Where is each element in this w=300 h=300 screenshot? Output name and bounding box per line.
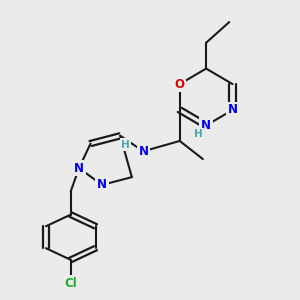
Text: N: N xyxy=(138,145,148,158)
Text: N: N xyxy=(74,162,84,175)
Text: Cl: Cl xyxy=(64,277,77,290)
Text: N: N xyxy=(228,103,238,116)
Text: O: O xyxy=(175,78,185,91)
Text: N: N xyxy=(97,178,107,191)
Text: H: H xyxy=(194,130,202,140)
Text: N: N xyxy=(201,119,211,132)
Text: H: H xyxy=(121,140,130,150)
